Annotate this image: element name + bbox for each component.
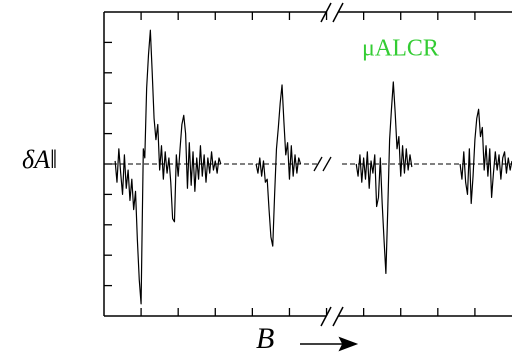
signal-line [114, 29, 512, 305]
axis-break [332, 2, 344, 23]
annotation: μALCR [362, 36, 439, 62]
axis-break [322, 156, 332, 172]
axis-break [320, 306, 332, 327]
y-axis-label: δA‖ [22, 145, 57, 174]
axis-break [332, 306, 344, 327]
x-arrow [300, 336, 359, 352]
x-axis-label: B [256, 322, 274, 355]
axis-break [313, 156, 323, 172]
arrow-head [338, 336, 359, 352]
